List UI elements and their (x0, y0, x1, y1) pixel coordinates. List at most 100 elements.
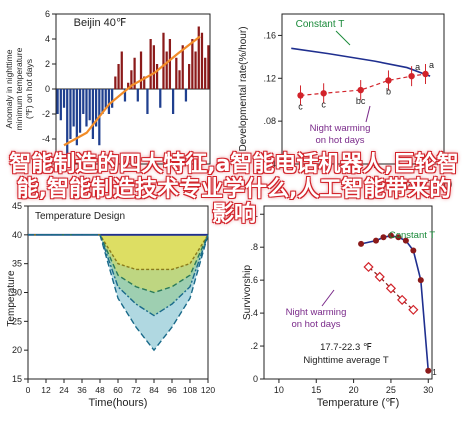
panel-a-bar (104, 89, 107, 108)
panel-d-constant-point (380, 234, 387, 241)
panel-c-title: Temperature Design (35, 211, 125, 222)
panel-b-annotation-warming: on hot days (315, 135, 364, 146)
panel-a-bar (107, 89, 111, 114)
panel-c-ytick-label: 35 (12, 259, 22, 269)
panel-a-bar (175, 57, 178, 89)
panel-a-bar (85, 89, 88, 127)
panel-a-bar (127, 82, 130, 89)
panel-a-bar (72, 89, 75, 127)
panel-a-bar (66, 89, 69, 158)
panel-a-ylabel: Anomaly in nighttime (4, 49, 14, 128)
panel-a-ytick-label: 2 (45, 59, 50, 69)
panel-a-bar (149, 39, 152, 89)
panel-a-bar (69, 89, 72, 139)
panel-b-annotation-warming: Night warming (310, 123, 371, 134)
panel-b-ytick-label: .04 (263, 159, 276, 169)
panel-a-bar (139, 51, 143, 89)
panel-d-annotation-warming: on hot days (291, 319, 340, 330)
panel-d-ytick-label: .6 (250, 275, 258, 285)
panel-a-bar (88, 89, 91, 121)
panel-a-bar (130, 70, 133, 89)
panel-c-xtick-label: 108 (183, 385, 197, 395)
panel-a-bar (143, 76, 146, 89)
panel-a-bar (123, 89, 127, 102)
panel-a-bar (94, 89, 98, 127)
panel-d-constant-point (373, 237, 379, 244)
panel-a-bar (82, 89, 85, 114)
panel-a-bar (168, 39, 172, 89)
panel-c-ylabel: Temperature (6, 270, 17, 327)
panel-d-constant-point (358, 240, 365, 247)
panel-d-xtick-label: 10 (274, 385, 284, 395)
panel-c-xtick-label: 24 (59, 385, 69, 395)
panel-a-bar (101, 89, 104, 114)
panel-a-bar (194, 51, 197, 89)
panel-b-constant-line (291, 47, 431, 77)
panel-b-point-label: c (321, 99, 326, 109)
panel-a-ylabel: minimum temperature (14, 47, 24, 130)
panel-c-ytick-label: 20 (12, 345, 22, 355)
panel-a-bar (56, 89, 59, 114)
panel-b-point-label: c (298, 101, 303, 111)
panel-d-warming-point (397, 294, 408, 306)
panel-c-xtick-label: 60 (113, 385, 123, 395)
panel-a-bar (171, 89, 175, 114)
panel-c-ytick-label: 30 (12, 288, 22, 298)
panel-a-bar (114, 76, 117, 89)
panel-a-bar (59, 89, 62, 121)
panel-a-bar (184, 89, 188, 102)
panel-b-point (320, 90, 327, 97)
panel-d-ytick-label: .4 (250, 308, 258, 318)
panel-d-ytick-label: .2 (250, 341, 258, 351)
panel-a-bar (155, 64, 159, 89)
panel-d-ytick-label: 1 (253, 209, 258, 219)
panel-a-bar (204, 57, 207, 89)
panel-a-bar (159, 89, 162, 108)
overlay-title: 智能制造的四大特征,a智能电话机器人,巨轮智能,智能制造技术专业学什么,人工智能… (9, 152, 459, 227)
panel-c-line (28, 234, 209, 294)
panel-a-bar (165, 51, 168, 89)
panel-c-xlabel: Time(hours) (89, 397, 148, 409)
panel-c-area (28, 234, 208, 270)
panel-a-ytick-label: -4 (42, 134, 50, 144)
panel-a-bar (200, 32, 204, 89)
panel-a-trend-line (63, 35, 201, 147)
panel-a-bar (91, 89, 95, 139)
panel-a-title: Beijin 40℉ (74, 17, 127, 29)
panel-d-annotation-constant: Constant T (389, 230, 435, 241)
panel-c-ytick-label: 45 (12, 201, 22, 211)
panel-d-constant-point (410, 247, 417, 254)
panel-d-constant-point (387, 232, 394, 239)
panel-b-point-label: b (386, 86, 391, 96)
panel-a-ytick-label: 6 (45, 9, 50, 19)
panel-b-point (385, 77, 392, 84)
panel-b-point (297, 92, 304, 99)
panel-b-point-label: a (429, 60, 434, 70)
panel-b-point (357, 86, 364, 94)
panel-d-constant-point (425, 367, 432, 374)
panel-d-warming-line (368, 266, 414, 311)
panel-d-xlabel: Temperature (℉) (317, 397, 400, 409)
panel-c-xtick-label: 0 (26, 385, 31, 395)
panel-a-bar (78, 89, 82, 133)
panel-a-bar (178, 70, 181, 89)
panel-a-bar (117, 64, 120, 89)
panel-b-annotation-arrow (335, 30, 351, 46)
panel-c-xtick-label: 12 (41, 385, 51, 395)
panel-d-xtick-label: 25 (386, 385, 396, 395)
panel-d-constant-point (395, 234, 402, 241)
panel-b-point-label: a (415, 62, 420, 72)
panel-b-annotation-constant: Constant T (296, 19, 345, 30)
panel-d-xtick-label: 30 (423, 385, 433, 395)
panel-b-ytick-label: .08 (263, 116, 276, 126)
panel-a-ytick-label: -6 (42, 159, 50, 169)
panel-a-bar (62, 89, 66, 108)
panel-b-xlabel: Daily average T (℉) (364, 179, 453, 190)
panel-d-warming-point (374, 271, 385, 282)
panel-c-ytick-label: 25 (12, 316, 22, 326)
panel-c-xtick-label: 48 (95, 385, 105, 395)
panel-a-ylabel: (℉) on hot days (24, 59, 34, 119)
panel-b-point (408, 72, 415, 80)
panel-d-ytick-label: .8 (250, 242, 258, 252)
panel-a-ytick-label: -2 (42, 109, 50, 119)
